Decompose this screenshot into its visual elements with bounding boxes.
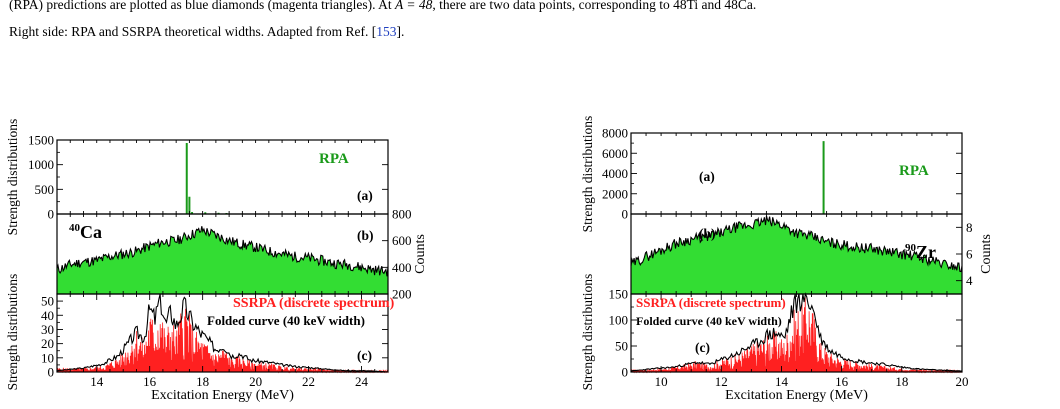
left-panel-c-x-tick-label: 16 [143, 374, 157, 389]
right-panel-c-x-tick-label: 16 [835, 374, 849, 389]
right-panel-a-y-tick-label: 0 [622, 207, 629, 222]
right-panel-b-y-label-right: Counts [979, 234, 994, 274]
left-panel-a-y-tick-label: 0 [48, 207, 55, 222]
right-panel-a-y-tick-label: 8000 [602, 126, 628, 141]
right-panel-b-y-tick-label: 8 [966, 220, 973, 235]
nucleus-mass-number: 40 [69, 222, 81, 234]
left-panel-c-y-tick-label: 50 [41, 294, 54, 309]
left-panel-c-x-tick-label: 14 [90, 374, 104, 389]
caption-text: , there are two data points, correspondi… [432, 0, 674, 12]
left-panel-c-x-axis-title: Excitation Energy (MeV) [151, 388, 294, 403]
ssrpa-discrete-spectrum [630, 296, 963, 374]
left-panel-c-frame [56, 293, 389, 373]
counts-area-fill [57, 226, 388, 294]
right-panel-c-x-axis-title: Excitation Energy (MeV) [725, 388, 868, 403]
left-panel-b-y-label-right: Counts [413, 234, 428, 274]
left-panel-a-y-tick-label: 500 [35, 182, 55, 197]
right-panel-a-y-tick-label: 6000 [602, 146, 628, 161]
left-panel-c-y-tick-label: 10 [41, 350, 54, 365]
right-panel-b-nucleus-label: 90Zr [905, 242, 936, 262]
counts-curve [630, 215, 963, 273]
caption-text: (RPA) predictions are plotted as blue di… [9, 0, 396, 12]
counts-curve [56, 226, 389, 277]
left-panel-c-legend-ssrpa: SSRPA (discrete spectrum) [233, 296, 395, 311]
right-top-y-axis-title: Strength distributions [580, 116, 595, 233]
left-panel-c-y-tick-label: 20 [41, 336, 54, 351]
caption-text: and [698, 0, 725, 12]
right-panel-c-x-tick-label: 10 [655, 374, 668, 389]
caption-isotope-ca48: 48Ca. [724, 0, 757, 12]
left-panel-c-x-tick-label: 22 [302, 374, 315, 389]
right-panel-b-label: (b) [699, 226, 716, 241]
right-panel-c-legend-ssrpa: SSRPA (discrete spectrum) [636, 295, 786, 310]
ssrpa-discrete-spectrum [56, 308, 389, 374]
caption-text: Right side: RPA and SSRPA theoretical wi… [9, 24, 377, 39]
right-panel-b-y-tick-label: 4 [966, 273, 973, 288]
left-panel-c-x-tick-label: 20 [249, 374, 262, 389]
nucleus-symbol: Zr [916, 242, 936, 262]
left-panel-c-y-tick-label: 30 [41, 322, 54, 337]
right-panel-c-x-tick-label: 18 [895, 374, 908, 389]
right-panel-c-y-tick-label: 0 [622, 365, 629, 380]
right-panel-b-y-tick-label: 6 [966, 247, 973, 262]
right-panel-c-x-tick-label: 20 [956, 374, 969, 389]
right-panel-a-label: (a) [699, 169, 715, 184]
caption-isotope-ti48: 48Ti [673, 0, 699, 12]
right-panel-c-x-tick-label: 14 [775, 374, 789, 389]
caption-text: ]. [396, 24, 405, 39]
left-bottom-y-axis-title: Strength distributions [5, 274, 20, 391]
right-panel-c-y-tick-label: 50 [615, 339, 628, 354]
left-panel-c-x-tick-label: 18 [196, 374, 209, 389]
right-panel-c-y-tick-label: 150 [609, 287, 629, 302]
counts-area-fill [631, 215, 962, 294]
left-panel-b-y-tick-label: 400 [392, 260, 412, 275]
left-panel-a-label: (a) [357, 188, 373, 203]
left-panel-c-y-tick-label: 40 [41, 308, 54, 323]
right-panel-a-y-tick-label: 2000 [602, 186, 628, 201]
left-panel-b-nucleus-label: 40Ca [69, 222, 102, 242]
left-panel-a-y-tick-label: 1500 [28, 133, 54, 148]
left-top-y-axis-title: Strength distributions [5, 119, 20, 236]
left-panel-b-y-tick-label: 200 [392, 287, 412, 302]
figure-caption-line-1: (RPA) predictions are plotted as blue di… [9, 0, 1054, 16]
left-panel-c-label: (c) [357, 348, 372, 363]
citation-link[interactable]: 153 [376, 24, 397, 39]
left-panel-c-x-tick-label: 24 [355, 374, 369, 389]
right-panel-c-legend-folded: Folded curve (40 keV width) [636, 314, 782, 328]
left-panel-a-y-tick-label: 1000 [28, 157, 54, 172]
left-panel-b-label: (b) [357, 228, 374, 243]
right-panel-c-y-tick-label: 100 [609, 313, 629, 328]
figure-caption-line-2: Right side: RPA and SSRPA theoretical wi… [9, 21, 1054, 43]
right-panel-c-x-tick-label: 12 [715, 374, 728, 389]
right-panel-a-y-tick-label: 4000 [602, 166, 628, 181]
right-panel-c-label: (c) [695, 340, 710, 355]
left-panel-b-y-tick-label: 800 [392, 207, 412, 222]
left-panel-c-legend-folded: Folded curve (40 keV width) [207, 313, 365, 328]
right-bottom-y-axis-title: Strength distributions [580, 274, 595, 391]
nucleus-mass-number: 90 [905, 242, 917, 254]
caption-math: A = 48 [395, 0, 433, 12]
left-panel-b-y-tick-label: 600 [392, 233, 412, 248]
left-panel-c-y-tick-label: 0 [48, 365, 55, 380]
right-panel-a-legend-rpa: RPA [899, 163, 929, 179]
folded-curve [630, 292, 963, 372]
left-panel-a-legend-rpa: RPA [319, 151, 349, 167]
nucleus-symbol: Ca [80, 222, 102, 242]
folded-curve [56, 293, 389, 373]
